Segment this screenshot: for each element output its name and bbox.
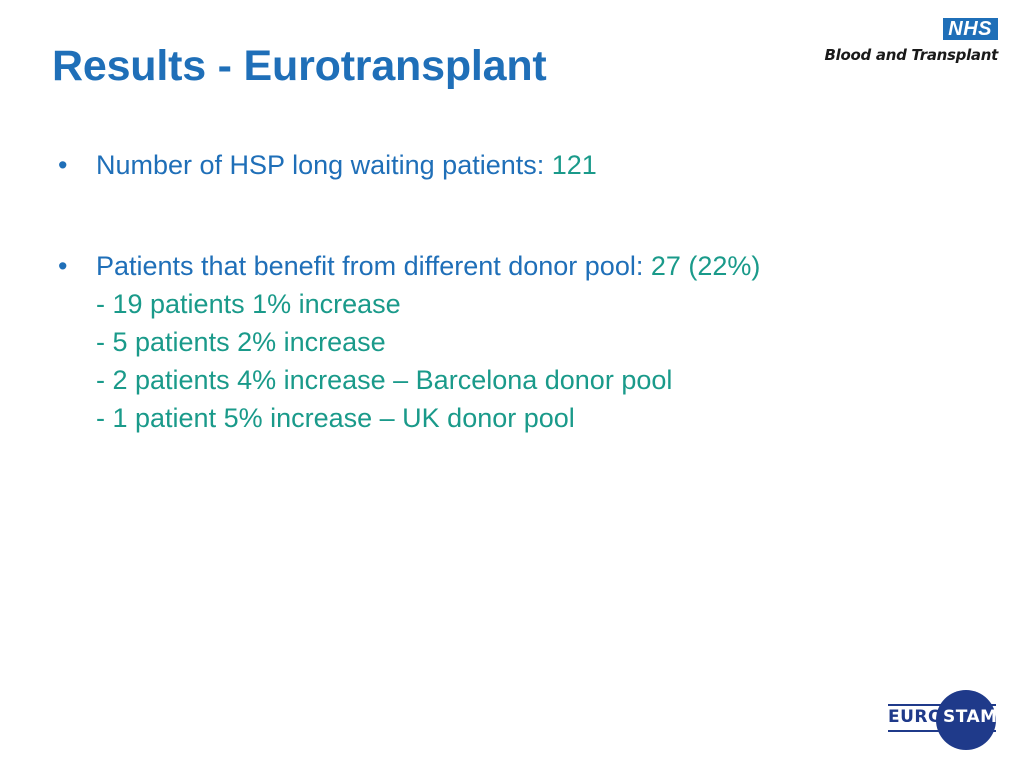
sub-item: - 1 patient 5% increase – UK donor pool — [96, 403, 575, 433]
sub-item: - 5 patients 2% increase — [96, 327, 386, 357]
bullet-value: 27 (22%) — [650, 251, 761, 281]
eurostam-rule-bottom — [888, 730, 996, 732]
bullet-list: • Number of HSP long waiting patients: 1… — [58, 146, 958, 437]
slide-title: Results - Eurotransplant — [52, 42, 547, 90]
nhs-badge: NHS — [943, 18, 998, 40]
eurostam-logo: EUROSTAM — [888, 690, 1000, 752]
bullet-dot-icon: • — [58, 251, 68, 281]
sub-item: - 2 patients 4% increase – Barcelona don… — [96, 365, 673, 395]
bullet-benefit-patients: • Patients that benefit from different d… — [58, 247, 958, 437]
bullet-hsp-patients: • Number of HSP long waiting patients: 1… — [58, 146, 958, 184]
eurostam-circle-icon — [936, 690, 996, 750]
eurostam-stam: STAM — [942, 707, 998, 727]
sub-item: - 19 patients 1% increase — [96, 289, 401, 319]
bullet-value: 121 — [551, 150, 597, 180]
bullet-dot-icon: • — [58, 150, 68, 180]
eurostam-wordmark: EUROSTAM — [888, 707, 998, 727]
bullet-text: Number of HSP long waiting patients: — [96, 150, 545, 180]
nhs-blood-and-transplant-logo: NHS Blood and Transplant — [778, 18, 998, 70]
nhs-subtitle: Blood and Transplant — [824, 46, 999, 64]
eurostam-euro: EURO — [888, 707, 943, 727]
bullet-text: Patients that benefit from different don… — [96, 251, 644, 281]
eurostam-rule-top — [888, 704, 996, 706]
